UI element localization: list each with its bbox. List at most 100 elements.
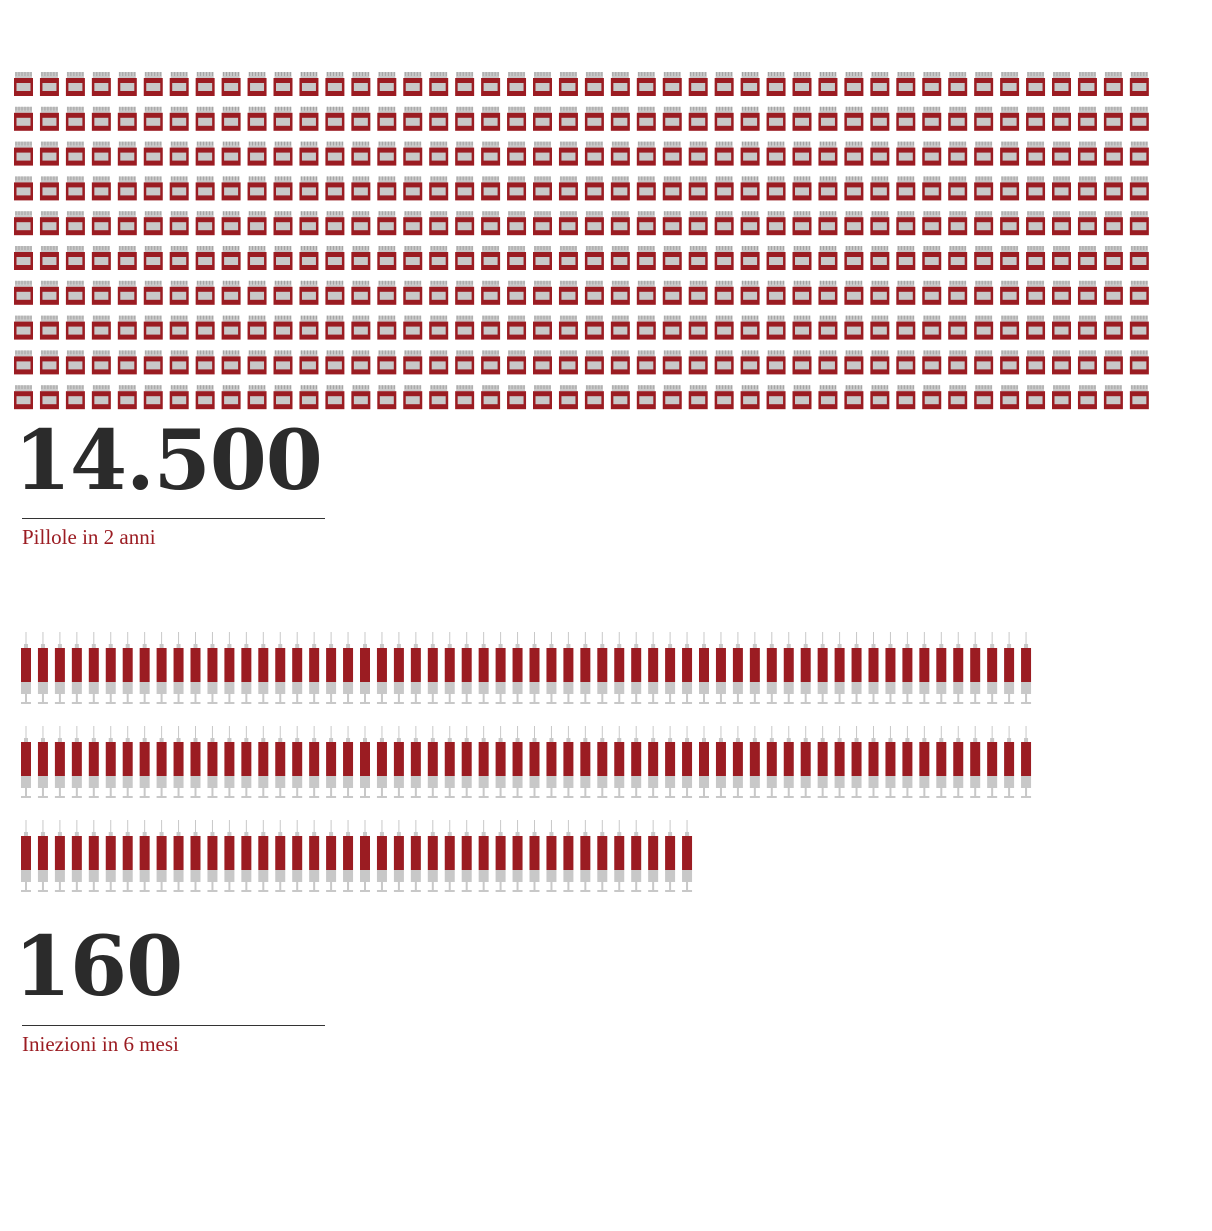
syringe-icon — [767, 726, 777, 798]
pill-bottle-icon — [767, 211, 786, 235]
syringe-icon — [38, 632, 48, 704]
pill-bottle-icon — [118, 142, 137, 166]
syringe-icon — [394, 632, 404, 704]
syringe-icon — [326, 820, 336, 892]
pill-bottle-icon — [66, 316, 85, 340]
pill-bottle-icon — [92, 142, 111, 166]
pill-bottle-icon — [637, 176, 656, 200]
pill-bottle-icon — [507, 72, 526, 96]
pill-bottle-icon — [663, 211, 682, 235]
syringe-icon — [224, 632, 234, 704]
pill-bottle-icon — [870, 316, 889, 340]
pill-bottle-icon — [793, 142, 812, 166]
pill-bottle-icon — [118, 211, 137, 235]
pill-bottle-icon — [663, 281, 682, 305]
pill-bottle-icon — [248, 72, 267, 96]
pill-bottle-icon — [144, 281, 163, 305]
pill-bottle-icon — [585, 246, 604, 270]
pill-bottle-icon — [818, 281, 837, 305]
syringe-icon — [174, 632, 184, 704]
pill-bottle-icon — [1130, 350, 1149, 374]
pills-divider — [22, 518, 325, 519]
pill-bottle-icon — [1078, 316, 1097, 340]
pill-bottle-icon — [1000, 211, 1019, 235]
pill-bottle-icon — [637, 211, 656, 235]
syringe-icon — [835, 726, 845, 798]
pill-bottle-icon — [248, 211, 267, 235]
pill-bottle-icon — [1130, 176, 1149, 200]
pill-bottle-icon — [1000, 246, 1019, 270]
pill-bottle-icon — [559, 316, 578, 340]
pill-bottle-icon — [144, 107, 163, 131]
pill-bottle-icon — [274, 211, 293, 235]
pill-bottle-icon — [689, 385, 708, 409]
pill-bottle-icon — [844, 246, 863, 270]
pill-bottle-icon — [222, 316, 241, 340]
pill-bottle-icon — [896, 246, 915, 270]
pill-bottle-icon — [1000, 72, 1019, 96]
pill-bottle-icon — [767, 107, 786, 131]
syringe-icon — [360, 632, 370, 704]
pill-bottle-icon — [481, 72, 500, 96]
pill-bottle-icon — [818, 107, 837, 131]
pill-bottle-icon — [1052, 176, 1071, 200]
syringe-icon — [801, 632, 811, 704]
pill-bottle-icon — [222, 281, 241, 305]
pill-bottle-icon — [274, 72, 293, 96]
pill-bottle-icon — [689, 246, 708, 270]
pill-bottle-icon — [974, 281, 993, 305]
syringe-icon — [580, 726, 590, 798]
pill-bottle-icon — [481, 211, 500, 235]
pill-bottle-icon — [896, 385, 915, 409]
syringe-icon — [513, 632, 523, 704]
pill-bottle-icon — [585, 211, 604, 235]
pill-bottle-icon — [922, 176, 941, 200]
pill-bottle-icon — [455, 350, 474, 374]
pill-bottle-icon — [741, 385, 760, 409]
pill-bottle-icon — [40, 142, 59, 166]
syringe-icon — [784, 726, 794, 798]
pill-bottle-icon — [1130, 316, 1149, 340]
syringe-icon — [665, 820, 675, 892]
pill-bottle-icon — [715, 107, 734, 131]
syringe-icon — [869, 726, 879, 798]
syringe-icon — [343, 726, 353, 798]
pill-bottle-icon — [533, 246, 552, 270]
syringe-icon — [648, 726, 658, 798]
pill-bottle-icon — [1052, 281, 1071, 305]
pill-bottle-icon — [196, 176, 215, 200]
pill-bottle-icon — [663, 176, 682, 200]
pill-bottle-icon — [870, 72, 889, 96]
syringe-icon — [360, 726, 370, 798]
pill-bottle-icon — [1130, 281, 1149, 305]
pill-bottle-icon — [144, 350, 163, 374]
syringe-icon — [699, 632, 709, 704]
pill-bottle-icon — [222, 350, 241, 374]
pill-bottle-icon — [40, 246, 59, 270]
pill-bottle-icon — [741, 72, 760, 96]
pill-bottle-icon — [66, 107, 85, 131]
pill-bottle-icon — [429, 211, 448, 235]
pill-bottle-icon — [66, 176, 85, 200]
syringe-icon — [767, 632, 777, 704]
pill-bottle-icon — [351, 107, 370, 131]
pill-bottle-icon — [533, 72, 552, 96]
pill-bottle-icon — [455, 246, 474, 270]
pill-bottle-icon — [1000, 316, 1019, 340]
pill-bottle-icon — [144, 246, 163, 270]
pill-bottle-icon — [351, 246, 370, 270]
syringe-icon — [936, 632, 946, 704]
pill-bottle-icon — [299, 176, 318, 200]
pill-bottle-icon — [974, 385, 993, 409]
pill-bottle-icon — [637, 107, 656, 131]
pill-bottle-icon — [974, 316, 993, 340]
pill-bottle-icon — [92, 107, 111, 131]
pill-bottle-icon — [844, 350, 863, 374]
pill-bottle-icon — [351, 281, 370, 305]
pill-bottle-icon — [92, 385, 111, 409]
syringe-icon — [1021, 726, 1031, 798]
pill-bottle-icon — [222, 176, 241, 200]
pill-bottle-icon — [559, 385, 578, 409]
syringe-icon — [241, 820, 251, 892]
syringe-icon — [377, 632, 387, 704]
